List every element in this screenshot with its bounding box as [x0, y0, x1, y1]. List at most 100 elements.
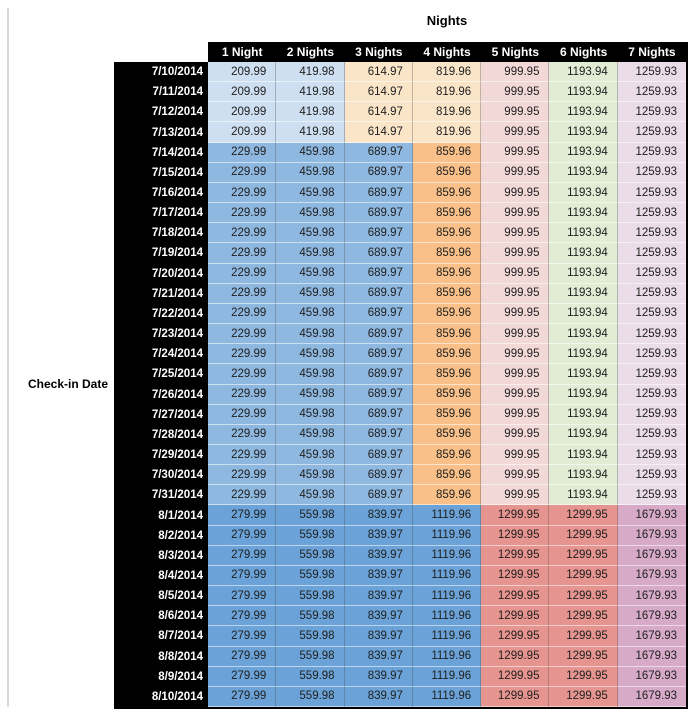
price-cell[interactable]: 999.95: [481, 62, 550, 83]
price-cell[interactable]: 859.96: [412, 384, 482, 405]
price-cell[interactable]: 614.97: [344, 62, 413, 83]
price-cell[interactable]: 1299.95: [549, 505, 618, 526]
price-cell[interactable]: 999.95: [481, 182, 550, 204]
price-cell[interactable]: 1119.96: [412, 666, 482, 687]
price-cell[interactable]: 999.95: [481, 324, 550, 345]
price-cell[interactable]: 1259.93: [617, 223, 687, 244]
price-cell[interactable]: 689.97: [344, 444, 413, 466]
price-cell[interactable]: 459.98: [276, 303, 345, 325]
price-cell[interactable]: 209.99: [208, 102, 277, 123]
price-cell[interactable]: 689.97: [344, 324, 413, 345]
checkin-date-cell[interactable]: 8/1/2014: [114, 505, 208, 526]
price-cell[interactable]: 459.98: [276, 243, 345, 264]
price-cell[interactable]: 1193.94: [549, 82, 618, 103]
checkin-date-cell[interactable]: 7/15/2014: [114, 162, 208, 183]
price-cell[interactable]: 1299.95: [481, 525, 550, 546]
price-cell[interactable]: 279.99: [208, 686, 277, 707]
checkin-date-cell[interactable]: 7/27/2014: [114, 404, 208, 425]
price-cell[interactable]: 1299.95: [549, 525, 618, 546]
price-cell[interactable]: 1119.96: [412, 565, 482, 587]
price-cell[interactable]: 999.95: [481, 465, 550, 486]
price-cell[interactable]: 614.97: [344, 122, 413, 143]
price-cell[interactable]: 1679.93: [617, 545, 687, 566]
price-cell[interactable]: 859.96: [412, 444, 482, 466]
checkin-date-cell[interactable]: 8/5/2014: [114, 586, 208, 607]
price-cell[interactable]: 419.98: [276, 62, 345, 83]
checkin-date-cell[interactable]: 7/16/2014: [114, 182, 208, 204]
price-cell[interactable]: 689.97: [344, 182, 413, 204]
price-cell[interactable]: 1679.93: [617, 646, 687, 667]
price-cell[interactable]: 459.98: [276, 384, 345, 405]
price-cell[interactable]: 999.95: [481, 223, 550, 244]
price-cell[interactable]: 999.95: [481, 364, 550, 385]
price-cell[interactable]: 459.98: [276, 162, 345, 183]
price-cell[interactable]: 1299.95: [549, 586, 618, 607]
price-cell[interactable]: 229.99: [208, 263, 277, 284]
price-cell[interactable]: 1259.93: [617, 404, 687, 425]
price-cell[interactable]: 279.99: [208, 565, 277, 587]
price-cell[interactable]: 689.97: [344, 344, 413, 365]
price-cell[interactable]: 459.98: [276, 203, 345, 224]
price-cell[interactable]: 229.99: [208, 182, 277, 204]
price-cell[interactable]: 209.99: [208, 122, 277, 143]
price-cell[interactable]: 839.97: [344, 525, 413, 546]
price-cell[interactable]: 1193.94: [549, 465, 618, 486]
price-cell[interactable]: 1193.94: [549, 485, 618, 506]
price-cell[interactable]: 229.99: [208, 283, 277, 304]
checkin-date-cell[interactable]: 7/23/2014: [114, 324, 208, 345]
price-cell[interactable]: 859.96: [412, 465, 482, 486]
checkin-date-cell[interactable]: 7/29/2014: [114, 444, 208, 466]
price-cell[interactable]: 839.97: [344, 606, 413, 627]
price-cell[interactable]: 839.97: [344, 646, 413, 667]
column-header-cell[interactable]: 5 Nights: [481, 42, 550, 62]
price-cell[interactable]: 1299.95: [549, 606, 618, 627]
price-cell[interactable]: 279.99: [208, 586, 277, 607]
checkin-date-cell[interactable]: 7/24/2014: [114, 344, 208, 365]
price-cell[interactable]: 689.97: [344, 424, 413, 445]
column-header-cell[interactable]: 7 Nights: [617, 42, 687, 62]
price-cell[interactable]: 209.99: [208, 62, 277, 83]
price-cell[interactable]: 1193.94: [549, 182, 618, 204]
price-cell[interactable]: 1259.93: [617, 424, 687, 445]
checkin-date-cell[interactable]: 8/8/2014: [114, 646, 208, 667]
price-cell[interactable]: 459.98: [276, 424, 345, 445]
price-cell[interactable]: 689.97: [344, 465, 413, 486]
price-cell[interactable]: 999.95: [481, 122, 550, 143]
price-cell[interactable]: 859.96: [412, 364, 482, 385]
price-cell[interactable]: 209.99: [208, 82, 277, 103]
price-cell[interactable]: 279.99: [208, 525, 277, 546]
price-cell[interactable]: 459.98: [276, 182, 345, 204]
price-cell[interactable]: 999.95: [481, 404, 550, 425]
price-cell[interactable]: 1299.95: [481, 505, 550, 526]
price-cell[interactable]: 689.97: [344, 364, 413, 385]
price-cell[interactable]: 999.95: [481, 243, 550, 264]
price-cell[interactable]: 229.99: [208, 223, 277, 244]
price-cell[interactable]: 1193.94: [549, 303, 618, 325]
price-cell[interactable]: 999.95: [481, 485, 550, 506]
price-cell[interactable]: 1193.94: [549, 444, 618, 466]
price-cell[interactable]: 999.95: [481, 384, 550, 405]
checkin-date-cell[interactable]: 8/2/2014: [114, 525, 208, 546]
price-cell[interactable]: 1299.95: [549, 686, 618, 707]
price-cell[interactable]: 1299.95: [481, 586, 550, 607]
price-cell[interactable]: 1119.96: [412, 545, 482, 566]
price-cell[interactable]: 1193.94: [549, 203, 618, 224]
price-cell[interactable]: 1299.95: [549, 666, 618, 687]
price-cell[interactable]: 279.99: [208, 646, 277, 667]
price-cell[interactable]: 229.99: [208, 303, 277, 325]
price-cell[interactable]: 689.97: [344, 243, 413, 264]
price-cell[interactable]: 279.99: [208, 666, 277, 687]
price-cell[interactable]: 279.99: [208, 505, 277, 526]
price-cell[interactable]: 859.96: [412, 243, 482, 264]
price-cell[interactable]: 559.98: [276, 646, 345, 667]
price-cell[interactable]: 1193.94: [549, 243, 618, 264]
checkin-date-cell[interactable]: 7/30/2014: [114, 465, 208, 486]
price-cell[interactable]: 419.98: [276, 82, 345, 103]
price-cell[interactable]: 229.99: [208, 162, 277, 183]
price-cell[interactable]: 1259.93: [617, 444, 687, 466]
price-cell[interactable]: 1259.93: [617, 344, 687, 365]
price-cell[interactable]: 859.96: [412, 344, 482, 365]
checkin-date-cell[interactable]: 7/21/2014: [114, 283, 208, 304]
checkin-date-cell[interactable]: 7/10/2014: [114, 62, 208, 83]
price-cell[interactable]: 559.98: [276, 545, 345, 566]
